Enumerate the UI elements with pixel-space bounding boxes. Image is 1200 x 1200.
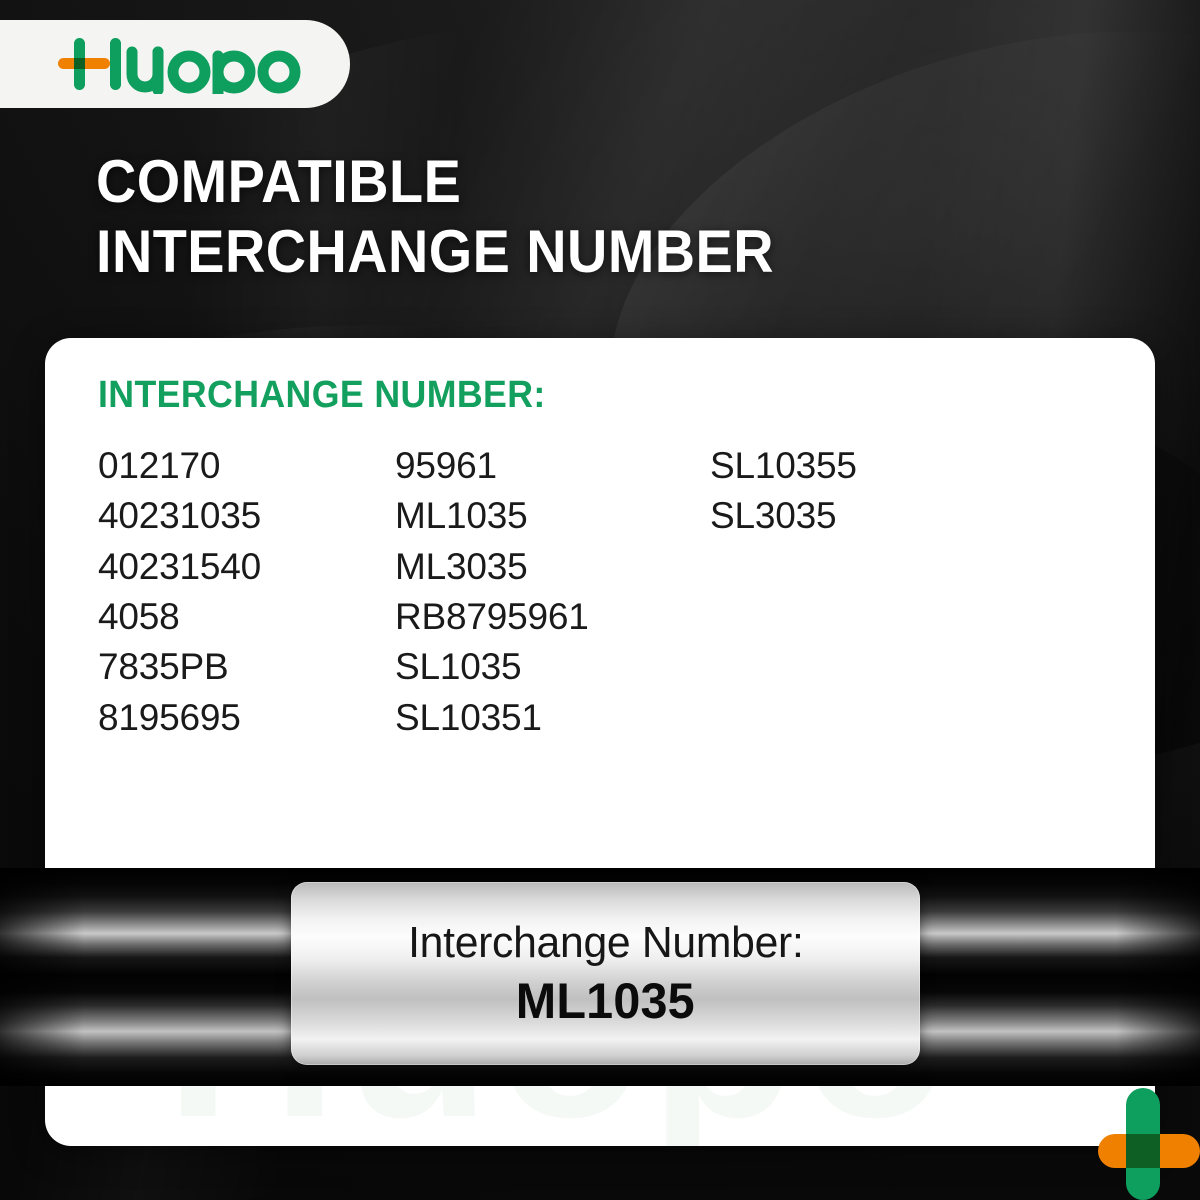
page-title: COMPATIBLE INTERCHANGE NUMBER: [96, 147, 774, 287]
interchange-column-2: 95961 ML1035 ML3035 RB8795961 SL1035 SL1…: [395, 441, 710, 743]
interchange-number-columns: 012170 40231035 40231540 4058 7835PB 819…: [98, 441, 1105, 743]
interchange-number: 012170: [98, 445, 221, 486]
huopo-logo-icon: [58, 38, 301, 94]
interchange-number: ML3035: [395, 545, 528, 587]
interchange-number: RB8795961: [395, 595, 589, 637]
page-title-line-1: COMPATIBLE: [96, 148, 462, 215]
page-title-line-2: INTERCHANGE NUMBER: [96, 218, 774, 286]
interchange-plate: Interchange Number: ML1035: [291, 882, 920, 1065]
interchange-number: SL10351: [395, 696, 542, 738]
section-title: INTERCHANGE NUMBER:: [98, 374, 546, 416]
interchange-number: SL10355: [710, 445, 857, 486]
huopo-wordmark: [58, 35, 308, 94]
interchange-number: 4058: [98, 595, 180, 637]
brand-logo-badge: [0, 20, 350, 108]
interchange-number: 95961: [395, 445, 497, 486]
interchange-column-3: SL10355 SL3035: [710, 441, 857, 743]
interchange-number: SL3035: [710, 495, 837, 537]
interchange-number: 40231035: [98, 495, 262, 537]
interchange-number: ML1035: [395, 495, 528, 537]
interchange-number: 7835PB: [98, 646, 229, 688]
interchange-number: 8195695: [98, 696, 241, 738]
interchange-column-1: 012170 40231035 40231540 4058 7835PB 819…: [98, 441, 395, 743]
interchange-number: 40231540: [98, 545, 262, 587]
plate-label: Interchange Number:: [407, 917, 804, 967]
plate-value: ML1035: [515, 972, 696, 1029]
interchange-number: SL1035: [395, 646, 522, 688]
